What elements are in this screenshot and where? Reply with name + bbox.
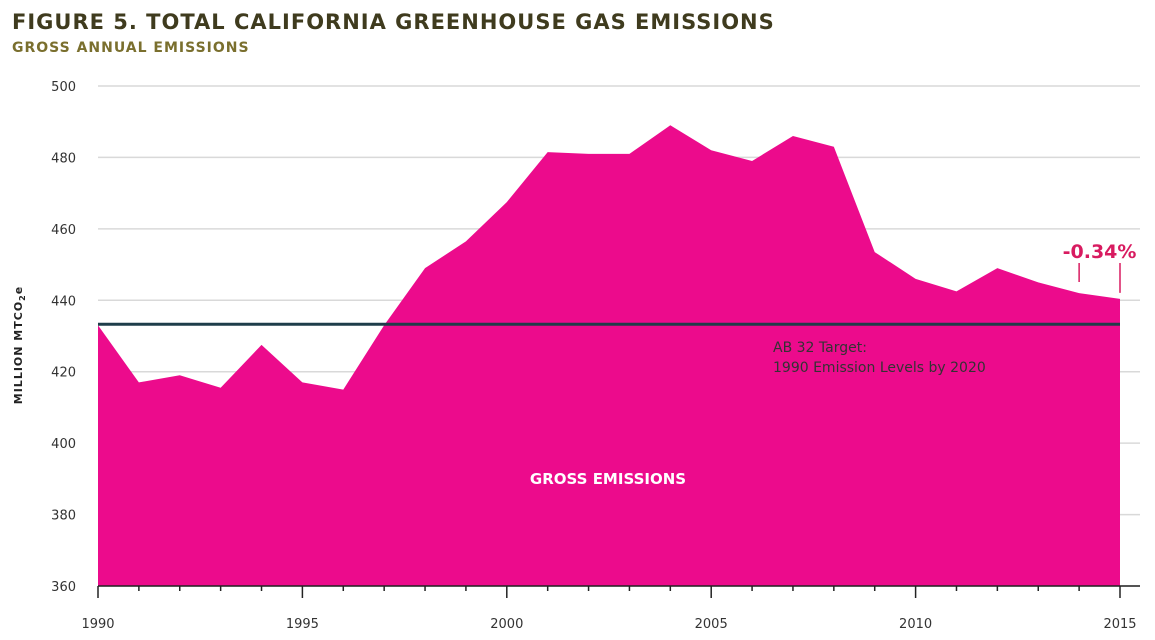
y-tick-label-380: 380 (51, 509, 76, 524)
y-tick-label-420: 420 (51, 366, 76, 381)
y-axis-label-main: MILLION MTCO (12, 301, 25, 404)
y-tick-label-400: 400 (51, 437, 76, 452)
y-tick-label-360: 360 (51, 580, 76, 595)
ab32-target-label-line1: AB 32 Target: (773, 340, 867, 356)
x-tick-label-2005: 2005 (695, 617, 728, 632)
x-tick-label-1990: 1990 (81, 617, 114, 632)
x-tick-label-2010: 2010 (899, 617, 932, 632)
y-axis-label-suffix: e (12, 286, 25, 294)
ab32-target-label-line2: 1990 Emission Levels by 2020 (773, 360, 986, 376)
gross-emissions-label: GROSS EMISSIONS (530, 470, 686, 488)
x-axis-ticks: 1990 1995 2000 2005 2010 2015 (81, 585, 1140, 632)
chart-subtitle: GROSS ANNUAL EMISSIONS (12, 40, 250, 56)
y-axis-label: MILLION MTCO2e (12, 286, 27, 404)
y-axis-ticks: 360 380 400 420 440 460 480 500 (51, 80, 76, 595)
ab32-target-label: AB 32 Target: 1990 Emission Levels by 202… (773, 340, 986, 376)
y-tick-label-500: 500 (51, 80, 76, 95)
gross-emissions-area (98, 125, 1120, 587)
x-tick-label-1995: 1995 (286, 617, 319, 632)
y-axis-label-subscript: 2 (18, 294, 27, 301)
x-tick-label-2000: 2000 (490, 617, 523, 632)
y-tick-label-460: 460 (51, 223, 76, 238)
chart-title: FIGURE 5. TOTAL CALIFORNIA GREENHOUSE GA… (12, 10, 775, 34)
target-layer: AB 32 Target: 1990 Emission Levels by 202… (98, 322, 1120, 376)
y-tick-label-480: 480 (51, 151, 76, 166)
x-tick-label-2015: 2015 (1103, 617, 1136, 632)
annotation-layer: -0.34% (1063, 241, 1137, 293)
y-tick-label-440: 440 (51, 294, 76, 309)
area-layer: GROSS EMISSIONS (98, 125, 1120, 587)
percent-change-label: -0.34% (1063, 241, 1137, 263)
